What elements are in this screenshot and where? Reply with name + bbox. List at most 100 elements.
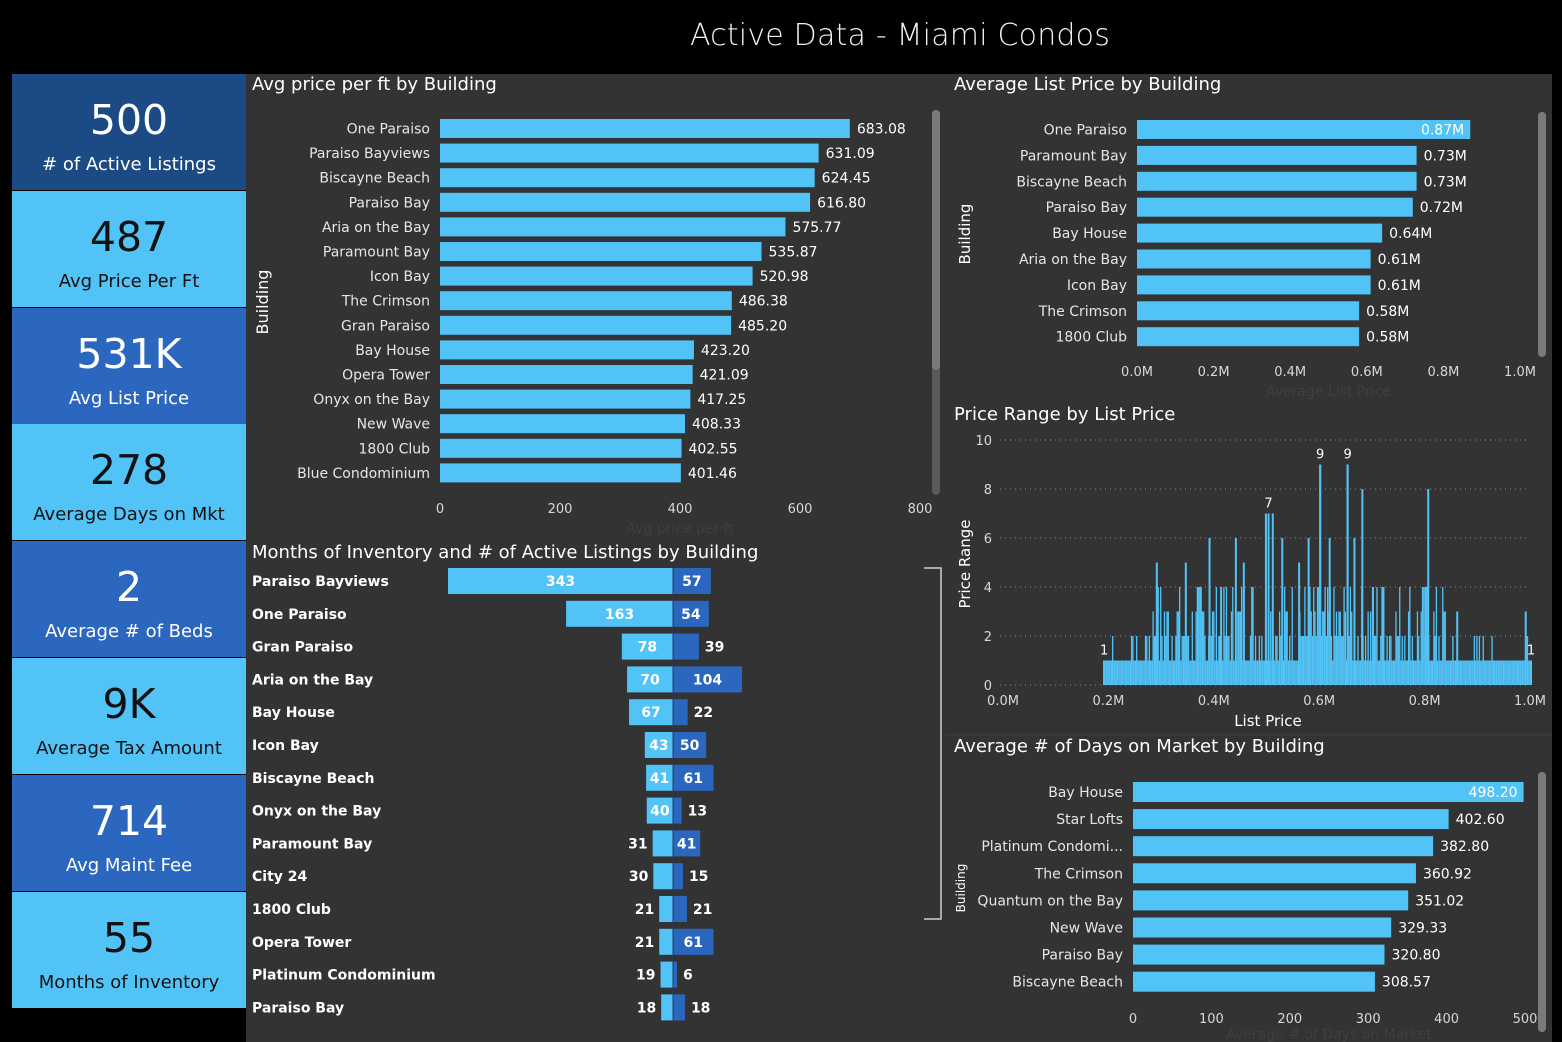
histogram-bar[interactable]	[1474, 660, 1477, 686]
histogram-bar[interactable]	[1258, 636, 1261, 685]
histogram-bar[interactable]	[1206, 660, 1209, 686]
histogram-bar[interactable]	[1325, 636, 1328, 685]
kpi-card[interactable]: 9K Average Tax Amount	[12, 658, 246, 774]
histogram-bar[interactable]	[1190, 660, 1192, 686]
bar[interactable]	[659, 896, 673, 922]
histogram-bar[interactable]	[1528, 660, 1530, 686]
histogram-bar[interactable]	[1276, 636, 1278, 685]
histogram-bar[interactable]	[1348, 636, 1350, 685]
bar[interactable]	[566, 600, 673, 627]
histogram-bar[interactable]	[1109, 660, 1111, 686]
histogram-bar[interactable]	[1450, 660, 1453, 686]
histogram-bar[interactable]	[1141, 660, 1143, 686]
histogram-bar[interactable]	[1160, 587, 1162, 685]
histogram-bar[interactable]	[1435, 587, 1438, 685]
histogram-bar[interactable]	[1215, 587, 1217, 685]
histogram-bar[interactable]	[1223, 587, 1225, 685]
histogram-bar[interactable]	[1332, 660, 1334, 686]
histogram-bar[interactable]	[1517, 660, 1520, 686]
histogram-bar[interactable]	[1485, 660, 1487, 686]
histogram-bar[interactable]	[1476, 636, 1478, 685]
histogram-bar[interactable]	[1363, 660, 1365, 686]
bar[interactable]	[1133, 917, 1392, 938]
histogram-bar[interactable]	[1224, 636, 1226, 685]
histogram-bar[interactable]	[1509, 660, 1511, 686]
histogram-bar[interactable]	[1262, 660, 1264, 686]
histogram-bar[interactable]	[1447, 660, 1449, 686]
histogram-bar[interactable]	[1103, 660, 1106, 686]
histogram-bar[interactable]	[1354, 660, 1357, 686]
histogram-bar[interactable]	[1204, 636, 1206, 685]
histogram-bar[interactable]	[1495, 660, 1497, 686]
histogram-bar[interactable]	[1394, 660, 1396, 686]
histogram-bar[interactable]	[1246, 660, 1248, 686]
histogram-bar[interactable]	[1506, 660, 1508, 686]
histogram-bar[interactable]	[1275, 636, 1277, 685]
histogram-bar[interactable]	[1519, 660, 1521, 686]
bar[interactable]	[1133, 863, 1416, 884]
histogram-bar[interactable]	[1306, 636, 1309, 685]
bar[interactable]	[440, 242, 762, 261]
histogram-bar[interactable]	[1309, 587, 1311, 685]
bar[interactable]	[653, 863, 673, 890]
histogram-bar[interactable]	[1173, 660, 1176, 686]
bar[interactable]	[1137, 301, 1360, 321]
histogram-bar[interactable]	[1452, 636, 1454, 685]
histogram-bar[interactable]	[1295, 660, 1297, 686]
histogram-bar[interactable]	[1343, 587, 1345, 685]
bar[interactable]	[621, 633, 673, 660]
histogram-bar[interactable]	[1406, 660, 1408, 686]
histogram-bar[interactable]	[1313, 587, 1315, 685]
histogram-bar[interactable]	[1152, 611, 1154, 686]
histogram-bar[interactable]	[1211, 611, 1214, 686]
histogram-bar[interactable]	[1497, 660, 1500, 686]
bar[interactable]	[673, 896, 687, 922]
histogram-bar[interactable]	[1294, 660, 1296, 686]
histogram-bar[interactable]	[1472, 660, 1474, 686]
histogram-bar[interactable]	[1256, 660, 1258, 686]
histogram-bar[interactable]	[1488, 660, 1491, 686]
bar[interactable]	[1133, 890, 1409, 911]
histogram-bar[interactable]	[1251, 587, 1253, 685]
bar[interactable]	[1137, 197, 1413, 217]
histogram-bar[interactable]	[1287, 660, 1290, 686]
histogram-bar[interactable]	[1385, 660, 1387, 686]
bar[interactable]	[440, 192, 811, 212]
histogram-bar[interactable]	[1143, 660, 1145, 686]
histogram-bar[interactable]	[1320, 636, 1322, 685]
histogram-bar[interactable]	[1461, 660, 1463, 686]
histogram-bar[interactable]	[1427, 489, 1430, 685]
histogram-bar[interactable]	[1155, 562, 1158, 686]
histogram-bar[interactable]	[1340, 636, 1343, 685]
histogram-bar[interactable]	[1339, 611, 1341, 686]
histogram-bar[interactable]	[1122, 660, 1124, 686]
histogram-bar[interactable]	[1278, 611, 1281, 686]
histogram-bar[interactable]	[1240, 587, 1243, 685]
histogram-bar[interactable]	[1270, 611, 1272, 686]
histogram-bar[interactable]	[1370, 611, 1372, 686]
histogram-bar[interactable]	[1291, 587, 1293, 685]
scrollbar-track[interactable]	[924, 567, 942, 920]
histogram-bar[interactable]	[1443, 611, 1445, 686]
histogram-bar[interactable]	[1234, 538, 1237, 685]
histogram-bar[interactable]	[1165, 636, 1167, 685]
histogram-bar[interactable]	[1324, 587, 1326, 685]
histogram-bar[interactable]	[1172, 660, 1174, 686]
histogram-bar[interactable]	[1304, 587, 1306, 685]
histogram-bar[interactable]	[1516, 660, 1519, 686]
histogram-bar[interactable]	[1439, 660, 1441, 686]
bar[interactable]	[1133, 809, 1449, 830]
bar[interactable]	[673, 928, 714, 955]
scrollbar-thumb[interactable]	[1538, 772, 1546, 1032]
histogram-bar[interactable]	[1115, 660, 1118, 686]
histogram-bar[interactable]	[1514, 660, 1516, 686]
histogram-bar[interactable]	[1194, 660, 1196, 686]
kpi-card[interactable]: 487 Avg Price Per Ft	[12, 190, 246, 307]
bar[interactable]	[1137, 145, 1417, 165]
histogram-bar[interactable]	[1111, 636, 1114, 685]
histogram-bar[interactable]	[1134, 660, 1137, 686]
histogram-bar[interactable]	[1487, 660, 1489, 686]
histogram-bar[interactable]	[1321, 611, 1324, 686]
histogram-bar[interactable]	[1154, 636, 1157, 685]
histogram-bar[interactable]	[1481, 660, 1483, 686]
